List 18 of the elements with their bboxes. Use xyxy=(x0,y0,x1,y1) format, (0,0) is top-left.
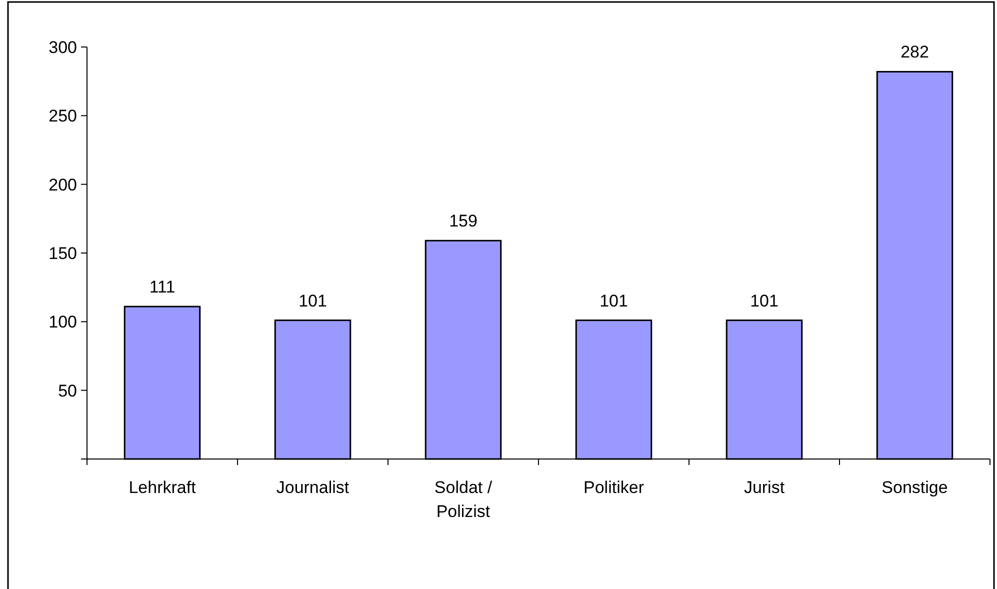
data-label: 159 xyxy=(449,212,478,231)
data-label: 282 xyxy=(900,42,929,62)
y-tick-label: 200 xyxy=(48,175,77,194)
data-label: 101 xyxy=(750,291,778,310)
y-tick-label: 150 xyxy=(48,244,77,263)
x-tick-label: Sonstige xyxy=(882,478,948,497)
y-tick-label: 250 xyxy=(48,106,77,126)
x-tick-label: Journalist xyxy=(276,478,350,497)
y-tick-label: 100 xyxy=(48,312,77,332)
x-tick-label: Politiker xyxy=(584,478,644,497)
y-tick-label: 300 xyxy=(48,38,77,57)
y-tick-label: 50 xyxy=(58,381,77,400)
data-label: 101 xyxy=(298,291,327,310)
x-tick-label: Jurist xyxy=(744,478,785,497)
x-tick-label: Soldat / Polizist xyxy=(434,478,492,521)
data-label: 101 xyxy=(600,291,628,310)
data-label: 111 xyxy=(149,278,176,297)
x-tick-label: Lehrkraft xyxy=(128,478,196,497)
